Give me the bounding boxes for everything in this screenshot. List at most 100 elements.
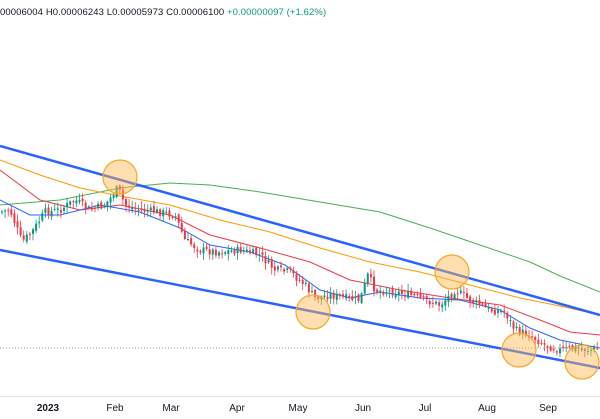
lower-channel-line[interactable] [0, 248, 600, 370]
candle [63, 204, 65, 215]
candle [118, 184, 121, 195]
candle [180, 216, 183, 234]
candle [205, 243, 208, 251]
channel-trendlines [0, 144, 600, 370]
candle [283, 267, 286, 275]
candle [249, 246, 251, 255]
candle [546, 345, 549, 354]
candle [140, 201, 143, 215]
x-tick-label: Apr [229, 403, 245, 414]
candle [7, 207, 10, 217]
candle [391, 285, 394, 299]
candle [311, 285, 313, 294]
candle [267, 255, 270, 264]
candle [276, 264, 279, 273]
candle [400, 284, 403, 300]
candle [568, 342, 571, 350]
candle [490, 306, 493, 314]
candle [354, 290, 357, 305]
candle [50, 206, 53, 221]
candle [342, 289, 344, 300]
candle [47, 203, 50, 220]
x-tick-label: Jun [354, 403, 372, 414]
candle [261, 246, 264, 262]
candle [388, 287, 391, 299]
candlesticks [1, 184, 599, 358]
candle [177, 213, 180, 229]
candle [397, 287, 400, 302]
candle [493, 303, 496, 316]
ohlc-high-label: H [45, 7, 53, 18]
candle [369, 268, 372, 283]
candle [425, 294, 428, 304]
candle [13, 208, 16, 228]
candle [500, 308, 503, 315]
candle [373, 270, 375, 297]
candle [41, 209, 44, 223]
candle [137, 205, 140, 217]
candle [134, 202, 137, 215]
candle [419, 287, 422, 300]
candle [125, 197, 127, 212]
candle [146, 204, 149, 217]
candle [524, 325, 527, 338]
candle [149, 203, 152, 218]
candle [38, 216, 41, 229]
ohlc-legend: 00006004 H0.00006243 L0.00005973 C0.0000… [0, 7, 326, 18]
candle [103, 202, 106, 209]
candle [574, 342, 577, 354]
candle [59, 204, 62, 218]
candle [487, 304, 490, 313]
candle [190, 235, 193, 247]
x-tick-label: Aug [478, 403, 496, 414]
candle [264, 251, 267, 270]
candle [258, 247, 261, 262]
candle [72, 199, 75, 209]
candle [242, 246, 245, 255]
candle [478, 294, 481, 309]
candle [208, 243, 211, 260]
x-tick-label: 2023 [36, 403, 60, 414]
candle [456, 288, 459, 301]
candle [211, 247, 214, 260]
candle [338, 292, 341, 300]
candle [444, 293, 447, 311]
candle [273, 261, 276, 276]
touch-circle [564, 344, 600, 380]
candle [270, 256, 273, 275]
candle [503, 304, 506, 318]
candle [357, 293, 360, 304]
candle [53, 203, 56, 212]
candle [509, 315, 512, 328]
candle [593, 344, 596, 353]
candle [335, 289, 338, 305]
candle [596, 341, 599, 350]
x-tick-label: May [288, 403, 308, 414]
candle [165, 207, 168, 216]
candle [280, 261, 282, 272]
candle [245, 245, 248, 254]
ma-orange [0, 159, 600, 316]
candle [537, 333, 540, 348]
ohlc-open: 00006004 [0, 7, 44, 18]
touch-circle [295, 294, 331, 330]
candle [323, 289, 326, 299]
candle [413, 291, 416, 298]
touch-circle [501, 332, 537, 368]
candle [159, 208, 162, 220]
candle [156, 206, 158, 214]
upper-channel-line[interactable] [0, 144, 600, 317]
candle [407, 284, 410, 300]
candle [404, 289, 406, 302]
candle [289, 265, 292, 273]
candle [549, 344, 552, 352]
candle [301, 276, 304, 291]
candle [4, 209, 7, 218]
candle [559, 344, 561, 357]
time-axis[interactable]: 2023 Feb Mar Apr May Jun Jul Aug Sep [0, 396, 600, 419]
candle [255, 246, 258, 258]
candle [379, 286, 382, 299]
candle [447, 290, 450, 308]
candle [441, 301, 444, 313]
